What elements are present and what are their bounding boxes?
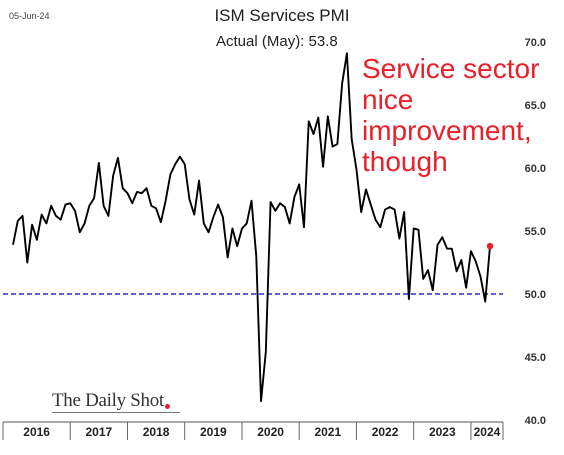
y-axis-tick-labels: 40.0 45.0 50.0 55.0 60.0 65.0 70.0 (525, 37, 546, 427)
chart-subtitle: Actual (May): 53.8 (216, 33, 338, 50)
x-tick-label: 2022 (372, 425, 399, 439)
y-tick-label: 60.0 (525, 163, 546, 175)
chart-title: ISM Services PMI (214, 6, 350, 25)
watermark-text: The Daily Shot (52, 390, 164, 411)
y-tick-label: 55.0 (525, 226, 546, 238)
y-tick-label: 40.0 (525, 415, 546, 427)
x-tick-label: 2024 (474, 425, 501, 439)
x-tick-label: 2021 (314, 425, 341, 439)
x-tick-label: 2019 (200, 425, 227, 439)
watermark-logo: The Daily Shot (52, 390, 170, 412)
x-tick-label: 2016 (23, 425, 50, 439)
annotation-text: Service sector nice improvement, though (362, 53, 540, 177)
series-line (12, 52, 491, 403)
x-axis: 2016 2017 2018 2019 2020 2021 2022 2023 2024 (2, 421, 504, 440)
y-tick-label: 45.0 (525, 352, 546, 364)
x-tick-label: 2017 (86, 425, 113, 439)
x-tick-label: 2018 (143, 425, 170, 439)
y-tick-label: 70.0 (525, 37, 546, 49)
series-group (12, 52, 494, 403)
y-tick-label: 65.0 (525, 100, 546, 112)
date-stamp: 05-Jun-24 (9, 11, 50, 21)
watermark-dot (164, 404, 170, 409)
watermark-rule (52, 412, 180, 413)
x-tick-label: 2023 (429, 425, 456, 439)
latest-value-marker (486, 242, 494, 250)
x-tick-label: 2020 (257, 425, 284, 439)
y-tick-label: 50.0 (525, 289, 546, 301)
